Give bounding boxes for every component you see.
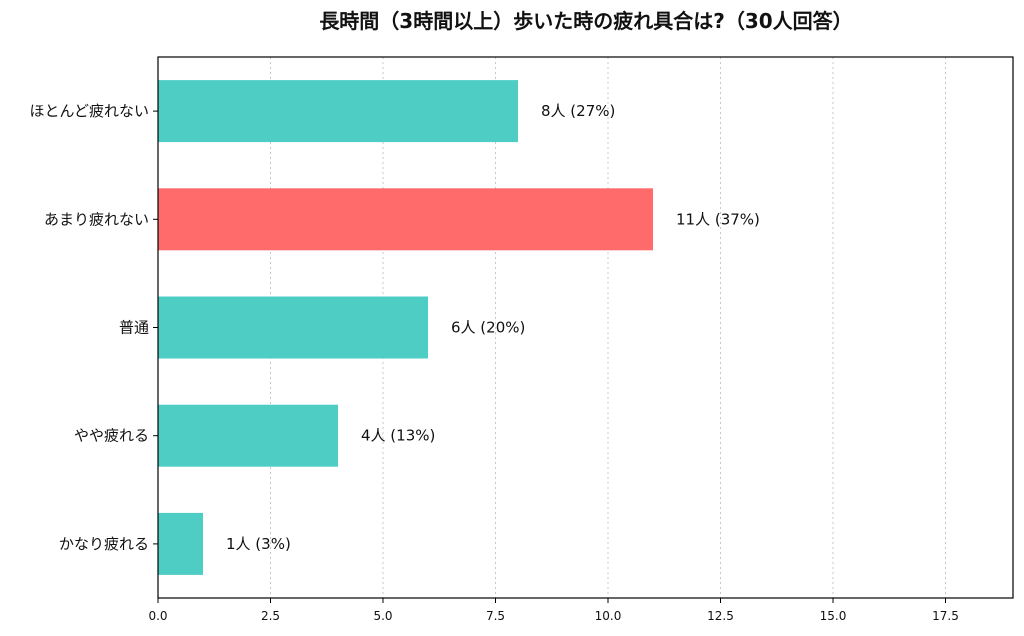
x-tick-label: 12.5 <box>707 609 734 623</box>
bar <box>158 80 518 143</box>
x-tick-label: 5.0 <box>373 609 392 623</box>
category-label: 普通 <box>119 319 149 337</box>
x-tick-label: 10.0 <box>595 609 622 623</box>
category-label: やや疲れる <box>74 427 149 445</box>
grid-lines <box>270 57 946 598</box>
bar <box>158 296 428 359</box>
x-tick-label: 2.5 <box>261 609 280 623</box>
bar <box>158 404 338 467</box>
x-tick-label: 0.0 <box>148 609 167 623</box>
data-label: 11人 (37%) <box>676 210 760 228</box>
x-tick-label: 17.5 <box>932 609 959 623</box>
bars <box>158 80 653 575</box>
category-label: あまり疲れない <box>44 210 149 228</box>
category-label: ほとんど疲れない <box>29 102 149 120</box>
x-tick-label: 15.0 <box>820 609 847 623</box>
data-label: 6人 (20%) <box>451 319 525 337</box>
data-labels: 8人 (27%) 11人 (37%) 6人 (20%) 4人 (13%) 1人 (3%) <box>226 102 760 553</box>
x-tick-label: 7.5 <box>486 609 505 623</box>
data-label: 8人 (27%) <box>541 102 615 120</box>
data-label: 1人 (3%) <box>226 535 291 553</box>
bar <box>158 512 203 575</box>
chart-title: 長時間（3時間以上）歩いた時の疲れ具合は?（30人回答） <box>319 9 852 33</box>
data-label: 4人 (13%) <box>361 427 435 445</box>
bar <box>158 188 653 251</box>
plot-frame <box>157 56 1014 599</box>
x-axis-ticks: 0.0 2.5 5.0 7.5 10.0 12.5 15.0 17.5 <box>148 110 959 623</box>
category-label: かなり疲れる <box>59 535 149 553</box>
